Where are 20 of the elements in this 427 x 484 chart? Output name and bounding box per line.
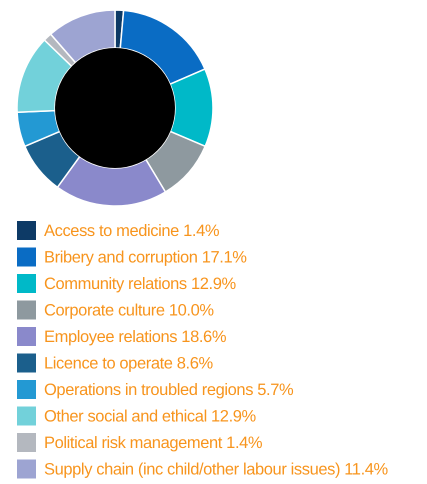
data-label: 1.4% (183, 222, 220, 240)
legend-label: Corporate culture (44, 302, 165, 320)
data-label: 8.6% (176, 354, 213, 372)
data-label: 12.9% (190, 275, 236, 293)
legend-label: Employee relations (44, 328, 178, 346)
data-label: 10.0% (168, 302, 214, 320)
legend-label: Supply chain (inc child/other labour issues) (44, 460, 340, 478)
data-label: 11.4% (344, 460, 388, 478)
data-label: 12.9% (211, 408, 256, 426)
data-label: 1.4% (226, 434, 262, 452)
legend-label: Community relations (44, 275, 187, 293)
data-label: 17.1% (202, 248, 247, 266)
legend-label: Bribery and corruption (44, 248, 198, 266)
data-label: 5.7% (257, 381, 294, 399)
data-label: 18.6% (181, 328, 226, 346)
legend-label: Other social and ethical (44, 408, 207, 426)
legend-label: Political risk management (44, 434, 222, 452)
legend-label: Access to medicine (44, 222, 179, 240)
legend-label: Operations in troubled regions (44, 381, 254, 399)
legend-label: Licence to operate (44, 354, 173, 372)
